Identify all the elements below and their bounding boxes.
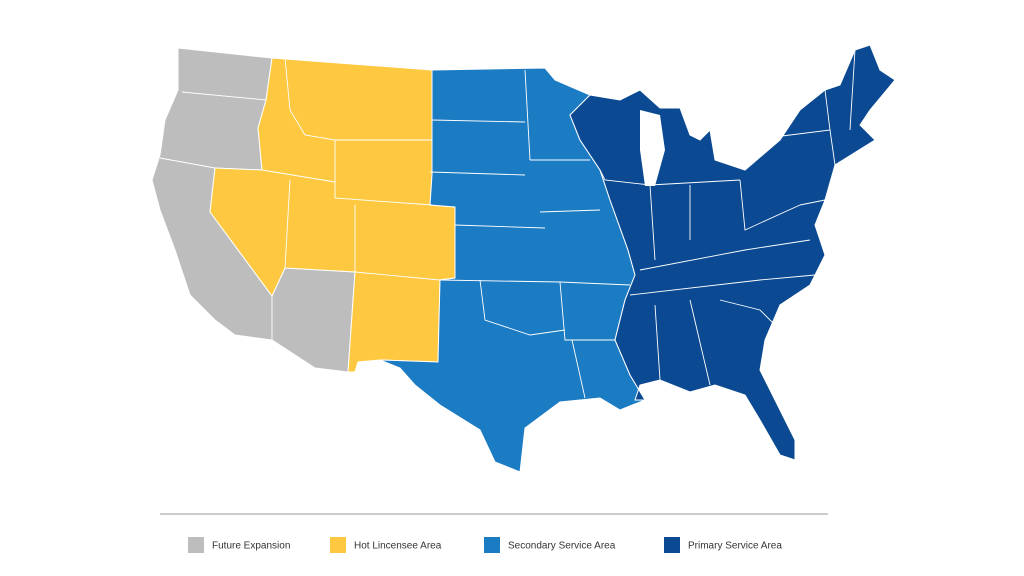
us-map (151, 44, 896, 473)
legend-swatch (664, 537, 680, 553)
legend-label: Future Expansion (212, 541, 290, 552)
legend-swatch (188, 537, 204, 553)
legend-label: Hot Lincensee Area (354, 541, 442, 552)
lake-michigan (640, 110, 665, 186)
state-borders (159, 49, 856, 399)
legend-swatch (484, 537, 500, 553)
legend-label: Secondary Service Area (508, 541, 616, 552)
legend-swatch (330, 537, 346, 553)
legend-label: Primary Service Area (688, 541, 782, 552)
legend: Future Expansion Hot Lincensee Area Second… (188, 537, 782, 553)
